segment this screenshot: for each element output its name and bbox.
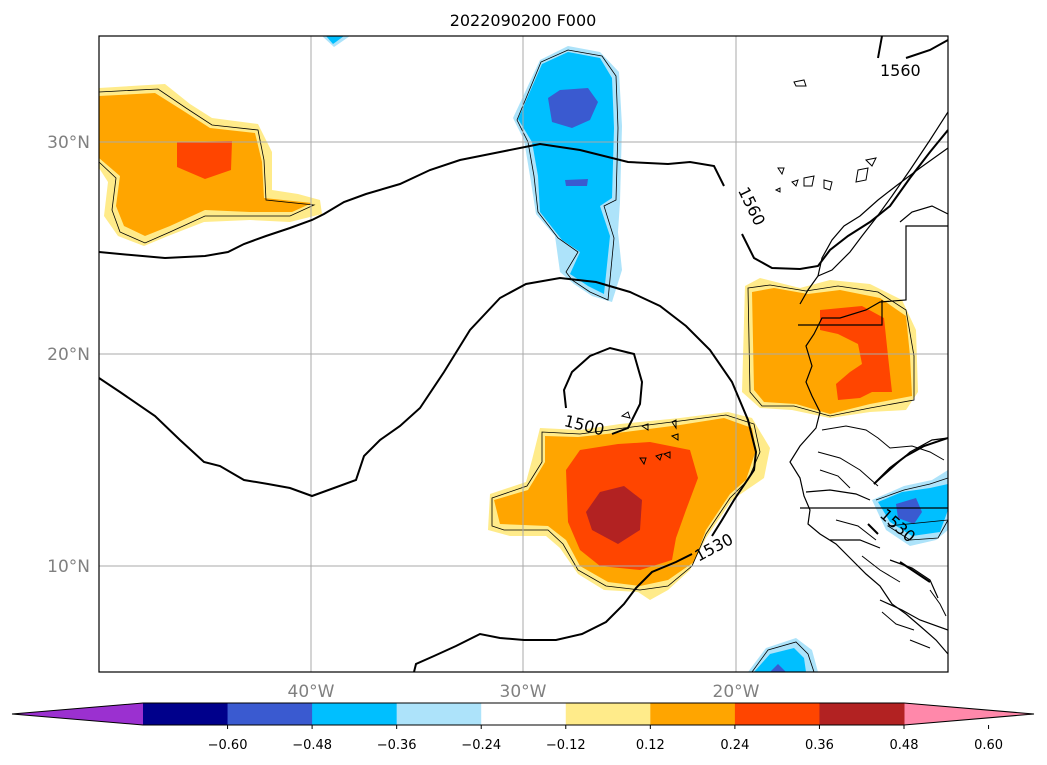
cape-verde-islands — [620, 411, 679, 466]
graticule — [99, 36, 948, 672]
lon-label-30w: 30°W — [500, 682, 547, 702]
colorbar-tick-label: 0.60 — [974, 738, 1003, 753]
west-africa-interior — [817, 425, 947, 631]
colorbar: −0.60 −0.48 −0.36 −0.24 −0.12 0.12 0.24 0.36 0.4… — [11, 702, 1035, 753]
anomaly-outlines — [99, 49, 948, 672]
colorbar-outline — [11, 702, 1035, 726]
colorbar-extend-low — [12, 703, 143, 725]
colorbar-segments — [143, 703, 905, 725]
contour-1530-b — [413, 553, 693, 672]
negative-anomaly-royalblue-e — [896, 498, 922, 524]
contour-label-1560-top: 1560 — [880, 61, 921, 80]
lat-label-10n: 10°N — [47, 557, 90, 577]
colorbar-segment — [312, 703, 398, 725]
morocco-coast — [799, 147, 948, 305]
canary-islands — [774, 157, 877, 193]
negative-anomaly-cyan-n — [326, 36, 614, 294]
colorbar-tick-label: −0.36 — [377, 738, 417, 753]
colorbar-tick-label: −0.12 — [546, 738, 586, 753]
africa-coastline — [789, 225, 948, 655]
positive-anomaly-red-e — [820, 306, 892, 400]
lat-label-20n: 20°N — [47, 345, 90, 365]
colorbar-extend-high — [904, 703, 1034, 725]
map-panel: 1560 1560 1500 1530 1530 — [98, 35, 949, 673]
height-contours — [99, 36, 948, 672]
negative-anomaly-royalblue-n — [548, 88, 598, 186]
positive-anomaly-orange-e — [752, 288, 912, 414]
colorbar-ticks: −0.60 −0.48 −0.36 −0.24 −0.12 0.12 0.24 0.36 0.4… — [208, 725, 1003, 753]
colorbar-tick-label: 0.24 — [720, 738, 749, 753]
madeira-islands — [793, 79, 807, 87]
colorbar-tick-label: 0.36 — [805, 738, 834, 753]
map-content: 1560 1560 1500 1530 1530 — [99, 36, 948, 672]
longitude-labels: 40°W 30°W 20°W — [288, 682, 760, 702]
positive-anomaly-darkred-s — [586, 486, 642, 544]
colorbar-segment — [819, 703, 905, 725]
colorbar-segment — [650, 703, 736, 725]
lon-label-20w: 20°W — [713, 682, 760, 702]
colorbar-segment — [143, 703, 229, 725]
contour-1530-c — [867, 437, 948, 583]
colorbar-segment — [227, 703, 313, 725]
anomaly-shading — [99, 36, 948, 672]
contour-1560-a — [99, 142, 725, 260]
colorbar-segment — [396, 703, 482, 725]
colorbar-tick-label: −0.60 — [208, 738, 248, 753]
negative-anomaly-royalblue-s — [770, 664, 786, 672]
map-title: 2022090200 F000 — [450, 11, 597, 30]
colorbar-segment — [565, 703, 651, 725]
contour-1560-b — [741, 129, 948, 271]
colorbar-tick-label: 0.12 — [636, 738, 665, 753]
contour-1560-top — [877, 36, 948, 59]
positive-anomaly-red-nw — [177, 141, 232, 179]
negative-anomaly-cyan-s — [754, 648, 806, 672]
map-frame — [98, 35, 949, 673]
colorbar-segment — [734, 703, 820, 725]
lon-label-40w: 40°W — [288, 682, 335, 702]
colorbar-tick-label: 0.48 — [890, 738, 919, 753]
contour-1530-a — [99, 276, 758, 537]
colorbar-tick-label: −0.24 — [461, 738, 501, 753]
colorbar-segment — [481, 703, 567, 725]
colorbar-tick-label: −0.48 — [292, 738, 332, 753]
contour-1500 — [562, 346, 644, 435]
latitude-labels: 30°N 20°N 10°N — [47, 133, 90, 577]
lat-label-30n: 30°N — [47, 133, 90, 153]
